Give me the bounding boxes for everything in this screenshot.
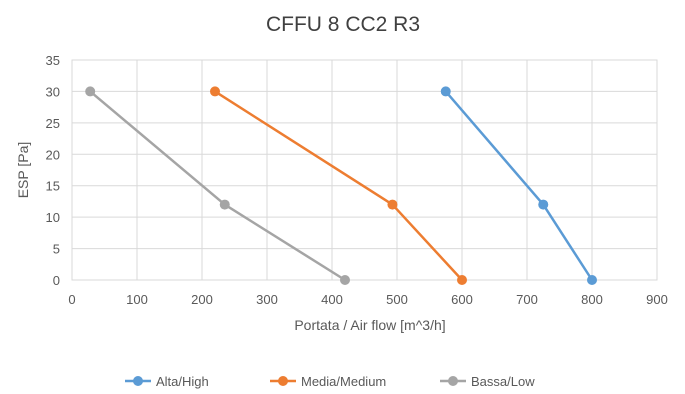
legend-label: Bassa/Low <box>471 374 535 389</box>
legend-marker <box>133 376 143 386</box>
data-point <box>587 275 597 285</box>
y-tick-label: 5 <box>53 242 60 257</box>
y-tick-label: 20 <box>46 147 60 162</box>
data-point <box>219 199 230 210</box>
x-tick-label: 900 <box>646 292 668 307</box>
y-tick-label: 15 <box>46 179 60 194</box>
x-tick-label: 0 <box>68 292 75 307</box>
x-tick-label: 100 <box>126 292 148 307</box>
series-1 <box>210 86 467 285</box>
series <box>85 86 597 285</box>
y-tick-label: 0 <box>53 273 60 288</box>
legend-item: Alta/High <box>125 374 209 389</box>
y-tick-label: 25 <box>46 116 60 131</box>
y-tick-label: 30 <box>46 84 60 99</box>
y-axis-label: ESP [Pa] <box>15 142 31 199</box>
legend: Alta/High Media/Medium Bassa/Low <box>125 374 535 389</box>
x-tick-label: 300 <box>256 292 278 307</box>
x-tick-label: 700 <box>516 292 538 307</box>
x-tick-label: 400 <box>321 292 343 307</box>
legend-marker <box>448 376 458 386</box>
legend-item: Media/Medium <box>270 374 386 389</box>
data-point <box>440 86 451 97</box>
series-2 <box>85 86 350 285</box>
axis-ticks: 0 5 10 15 20 25 30 35 0 100 200 300 400 500 600 700 800 9… <box>46 53 668 307</box>
legend-label: Alta/High <box>156 374 209 389</box>
data-point <box>340 275 350 285</box>
legend-label: Media/Medium <box>301 374 386 389</box>
grid <box>71 59 658 281</box>
data-point <box>210 86 220 97</box>
legend-marker <box>278 376 288 386</box>
x-tick-label: 800 <box>581 292 603 307</box>
y-tick-label: 35 <box>46 53 60 68</box>
x-tick-label: 200 <box>191 292 213 307</box>
x-tick-label: 600 <box>451 292 473 307</box>
y-tick-label: 10 <box>46 210 60 225</box>
series-0 <box>440 86 597 285</box>
chart-title: CFFU 8 CC2 R3 <box>266 13 420 36</box>
x-tick-label: 500 <box>386 292 408 307</box>
data-point <box>457 275 467 285</box>
plot-frame <box>71 59 658 281</box>
x-axis-label: Portata / Air flow [m^3/h] <box>294 317 445 333</box>
data-point <box>387 199 398 210</box>
data-point <box>85 86 96 97</box>
data-point <box>538 199 549 210</box>
legend-item: Bassa/Low <box>440 374 535 389</box>
